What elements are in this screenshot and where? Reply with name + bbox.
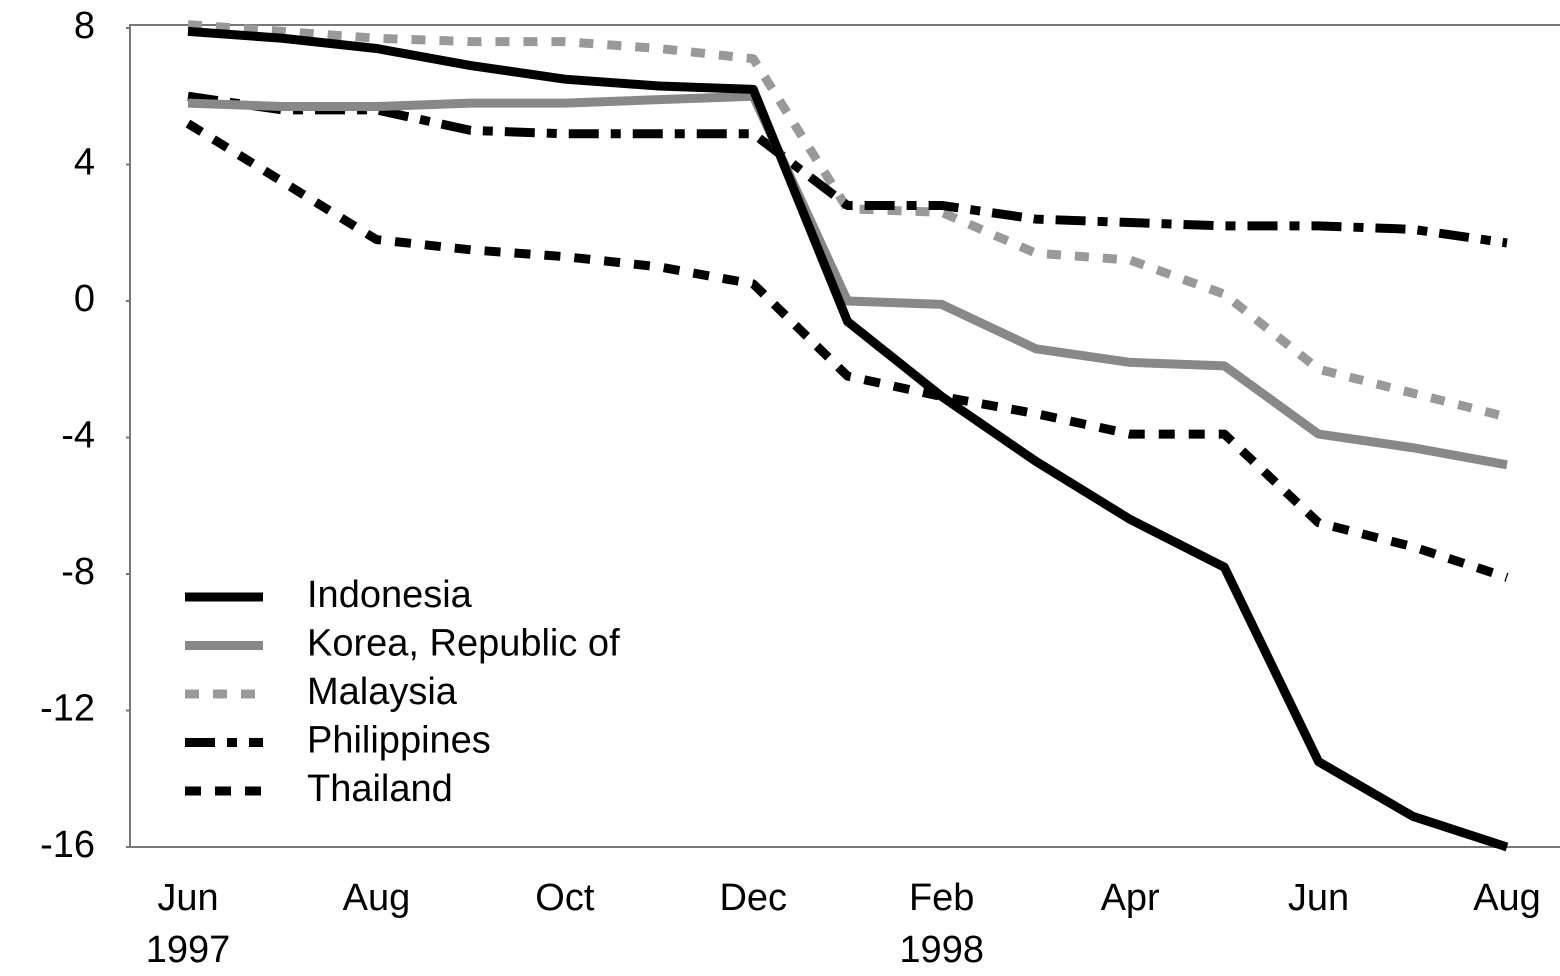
legend-label: Thailand [307, 768, 453, 810]
x-tick-label: Jun 1997 [145, 877, 231, 971]
legend-label: Korea, Republic of [307, 623, 620, 665]
y-tick-label: 0 [74, 278, 95, 320]
series-line [185, 119, 1509, 582]
y-tick-label: -4 [61, 415, 95, 457]
y-tick-label: 8 [74, 5, 95, 47]
y-tick-label: -16 [40, 824, 95, 866]
x-tick-label: Aug [1473, 877, 1541, 919]
x-tick-label: Apr [1100, 877, 1160, 919]
series-line [187, 91, 1508, 470]
legend-label: Malaysia [307, 671, 458, 713]
series-line [187, 20, 1509, 422]
x-tick-label: Aug [342, 877, 411, 919]
x-tick-label: Dec [719, 877, 788, 919]
x-tick-label: Feb 1998 [899, 877, 984, 971]
y-tick-label: -12 [40, 688, 95, 730]
y-tick-label: -8 [61, 551, 95, 593]
x-tick-label: Oct [535, 877, 595, 919]
legend-label: Indonesia [307, 574, 473, 616]
series-line [187, 26, 1509, 852]
legend-label: Philippines [307, 720, 491, 762]
x-tick-label: Jun [1287, 877, 1350, 919]
series-line [187, 91, 1508, 248]
plot-frame [129, 24, 1560, 848]
y-tick-label: 4 [74, 142, 95, 184]
